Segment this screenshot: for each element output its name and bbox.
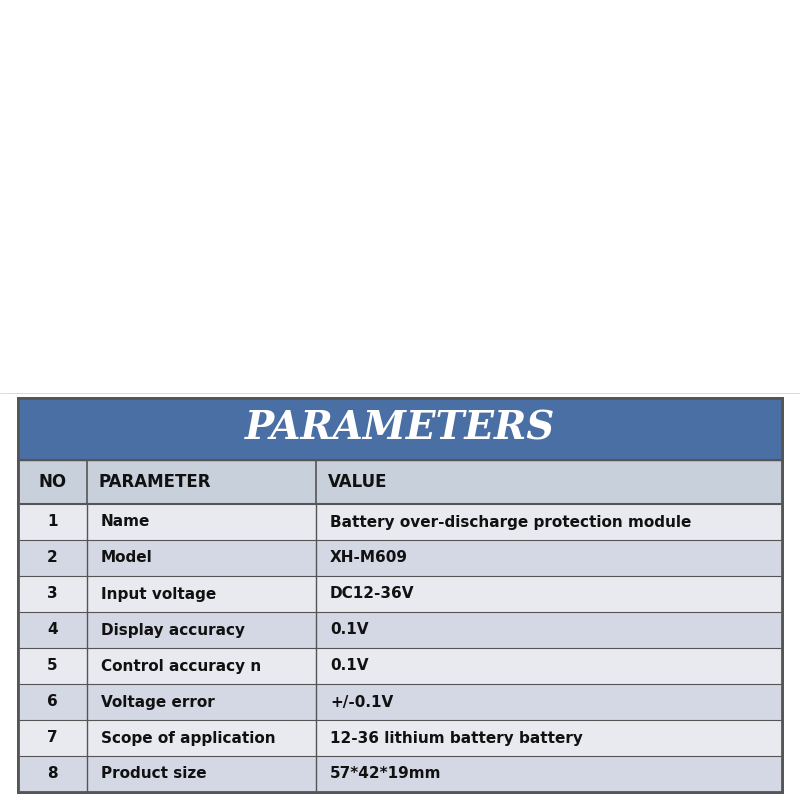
- Bar: [18, 504, 782, 540]
- Bar: [18, 648, 782, 684]
- Bar: [18, 684, 782, 720]
- Bar: [18, 460, 782, 504]
- Text: 1: 1: [47, 514, 58, 530]
- Bar: [18, 576, 782, 612]
- Bar: [18, 398, 782, 792]
- Text: 8: 8: [47, 766, 58, 782]
- Text: XH-M609: XH-M609: [330, 550, 408, 566]
- Bar: [18, 612, 782, 648]
- Text: PARAMETER: PARAMETER: [98, 473, 211, 491]
- Text: 2: 2: [47, 550, 58, 566]
- Text: Control accuracy n: Control accuracy n: [101, 658, 261, 674]
- Bar: [18, 398, 782, 460]
- Text: Display accuracy: Display accuracy: [101, 622, 245, 638]
- Text: NO: NO: [38, 473, 66, 491]
- Text: 57*42*19mm: 57*42*19mm: [330, 766, 442, 782]
- Text: PARAMETERS: PARAMETERS: [245, 410, 555, 448]
- Text: Model: Model: [101, 550, 153, 566]
- Text: 0.1V: 0.1V: [330, 622, 369, 638]
- Text: VALUE: VALUE: [328, 473, 387, 491]
- Bar: [18, 756, 782, 792]
- Text: Input voltage: Input voltage: [101, 586, 216, 602]
- Text: +/-0.1V: +/-0.1V: [330, 694, 394, 710]
- Text: Product size: Product size: [101, 766, 206, 782]
- Text: Battery over-discharge protection module: Battery over-discharge protection module: [330, 514, 691, 530]
- Text: Name: Name: [101, 514, 150, 530]
- Text: Scope of application: Scope of application: [101, 730, 275, 746]
- Text: 5: 5: [47, 658, 58, 674]
- Bar: [0, 0, 800, 398]
- Text: DC12-36V: DC12-36V: [330, 586, 414, 602]
- Text: 12-36 lithium battery battery: 12-36 lithium battery battery: [330, 730, 583, 746]
- Bar: [18, 540, 782, 576]
- Text: 4: 4: [47, 622, 58, 638]
- Text: 6: 6: [47, 694, 58, 710]
- Text: 0.1V: 0.1V: [330, 658, 369, 674]
- Text: 7: 7: [47, 730, 58, 746]
- Bar: [18, 720, 782, 756]
- Text: 3: 3: [47, 586, 58, 602]
- Text: Voltage error: Voltage error: [101, 694, 214, 710]
